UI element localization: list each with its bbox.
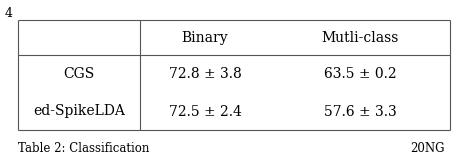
Text: Mutli-class: Mutli-class: [322, 30, 399, 45]
Text: 20NG: 20NG: [410, 142, 445, 155]
Text: 72.8 ± 3.8: 72.8 ± 3.8: [168, 67, 241, 81]
Text: 72.5 ± 2.4: 72.5 ± 2.4: [168, 104, 241, 118]
Text: ed-SpikeLDA: ed-SpikeLDA: [33, 104, 125, 118]
Text: 63.5 ± 0.2: 63.5 ± 0.2: [324, 67, 396, 81]
Text: 4: 4: [5, 7, 13, 20]
Text: Binary: Binary: [182, 30, 228, 45]
Text: 57.6 ± 3.3: 57.6 ± 3.3: [324, 104, 396, 118]
Text: Table 2: Classification: Table 2: Classification: [18, 142, 149, 155]
Text: CGS: CGS: [63, 67, 95, 81]
